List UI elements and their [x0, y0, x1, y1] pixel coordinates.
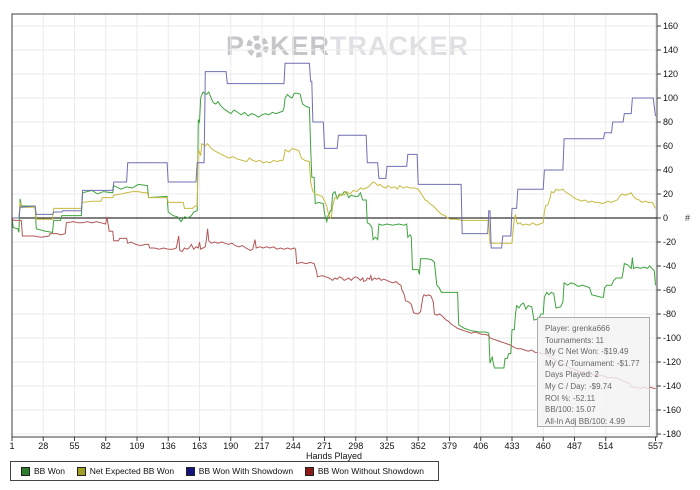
y-tick-label: -120 — [663, 357, 681, 367]
y-tick-label: 80 — [663, 117, 673, 127]
x-tick-label: 379 — [442, 441, 457, 451]
legend-swatch-icon — [76, 466, 86, 476]
x-tick-label: 514 — [598, 441, 613, 451]
y-tick-label: 120 — [663, 69, 678, 79]
x-tick-label: 271 — [317, 441, 332, 451]
stat-line: Tournaments: 11 — [545, 335, 604, 345]
legend-swatch-icon — [304, 466, 314, 476]
legend-swatch-icon — [185, 466, 195, 476]
legend-label: BB Won With Showdown — [198, 466, 294, 476]
series-line-bb-won — [11, 91, 656, 369]
y-tick-label: -20 — [663, 237, 676, 247]
stat-line: ROI %: -52.11 — [545, 393, 596, 403]
series-line-bb-won-with-showdown — [12, 62, 656, 249]
x-tick-label: 28 — [38, 441, 48, 451]
x-tick-label: 55 — [69, 441, 79, 451]
legend-item: Net Expected BB Won — [76, 466, 175, 476]
y-tick-label: -40 — [663, 261, 676, 271]
y-tick-label: -160 — [663, 405, 681, 415]
y-axis-title: # — [685, 213, 690, 223]
y-tick-label: 140 — [663, 45, 678, 55]
legend: BB Won Net Expected BB Won BB Won With Sho… — [10, 461, 439, 481]
x-tick-label: 460 — [536, 441, 551, 451]
series-line-net-expected-bb-won — [12, 142, 656, 244]
x-tick-label: 163 — [192, 441, 207, 451]
x-tick-label: 136 — [161, 441, 176, 451]
x-tick-label: 352 — [411, 441, 426, 451]
y-tick-label: -80 — [663, 309, 676, 319]
stat-line: All-In Adj BB/100: 4.99 — [545, 416, 626, 426]
y-tick-label: -100 — [663, 333, 681, 343]
y-tick-label: 40 — [663, 165, 673, 175]
stat-line: My C / Day: -$9.74 — [545, 381, 612, 391]
y-tick-label: 100 — [663, 93, 678, 103]
y-tick-label: -140 — [663, 381, 681, 391]
poker-chip-icon — [246, 35, 269, 58]
x-tick-label: 82 — [101, 441, 111, 451]
legend-label: Net Expected BB Won — [89, 466, 175, 476]
stat-line: Days Played: 2 — [545, 370, 599, 380]
legend-item: BB Won With Showdown — [185, 466, 294, 476]
y-tick-label: 0 — [663, 213, 668, 223]
x-tick-label: 487 — [567, 441, 582, 451]
legend-label: BB Won Without Showdown — [317, 466, 424, 476]
stat-line: My C Net Won: -$19.49 — [545, 347, 629, 357]
x-tick-label: 298 — [348, 441, 363, 451]
x-tick-label: 325 — [379, 441, 394, 451]
watermark-text-tracker: TRACKER — [330, 31, 470, 61]
x-tick-label: 217 — [254, 441, 269, 451]
x-tick-label: 244 — [286, 441, 301, 451]
y-tick-label: -180 — [663, 429, 681, 439]
watermark-text-ker: KER — [270, 31, 331, 61]
stat-line: BB/100: 15.07 — [545, 405, 596, 415]
x-tick-label: 557 — [648, 441, 663, 451]
x-tick-label: 190 — [223, 441, 238, 451]
legend-item: BB Won Without Showdown — [304, 466, 424, 476]
stat-line: Player: grenka666 — [545, 324, 610, 333]
y-tick-label: 20 — [663, 189, 673, 199]
legend-swatch-icon — [21, 466, 30, 476]
legend-label: BB Won — [34, 466, 66, 476]
x-tick-label: 109 — [129, 441, 144, 451]
y-tick-label: 60 — [663, 141, 673, 151]
plot-border — [11, 13, 658, 438]
x-axis-title: Hands Played — [306, 451, 362, 461]
stat-line: My C / Tournament: -$1.77 — [545, 358, 640, 368]
x-tick-label: 1 — [9, 441, 14, 451]
legend-item: BB Won — [21, 466, 65, 476]
x-tick-label: 406 — [473, 441, 488, 451]
x-tick-label: 433 — [504, 441, 519, 451]
y-tick-label: -60 — [663, 285, 676, 295]
y-tick-label: 160 — [663, 21, 678, 31]
stats-tooltip: Player: grenka666 Tournaments: 11 My C Net… — [537, 317, 650, 427]
pokertracker-watermark: P KER TRACKER — [226, 31, 469, 62]
